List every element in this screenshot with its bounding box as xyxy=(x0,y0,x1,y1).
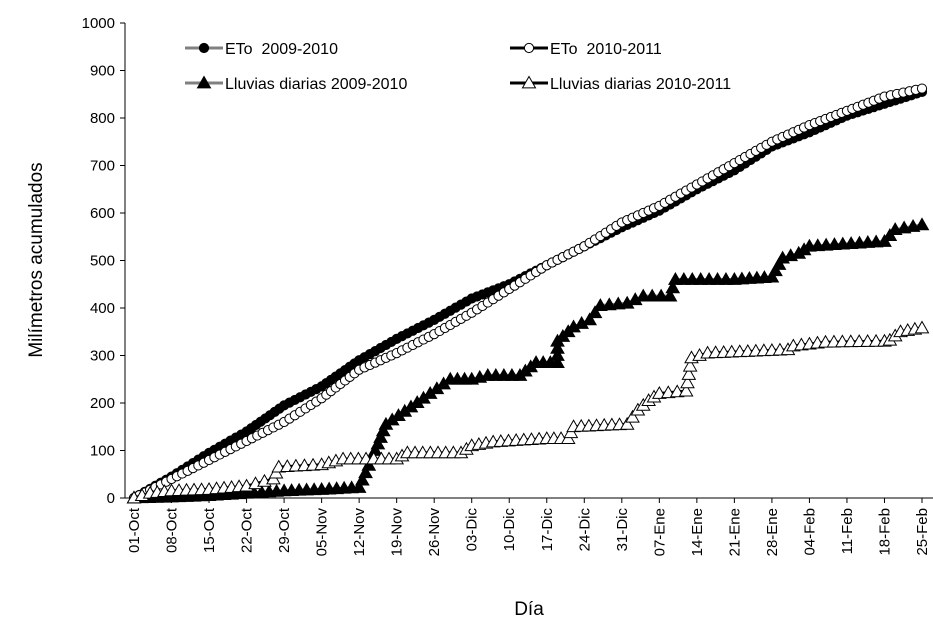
y-tick-label: 800 xyxy=(90,110,115,127)
x-tick-label: 29-Oct xyxy=(276,507,293,553)
data-point xyxy=(680,375,695,389)
data-point xyxy=(916,83,928,94)
data-point xyxy=(644,288,660,302)
y-tick-label: 0 xyxy=(107,490,115,507)
series-3 xyxy=(126,217,930,504)
data-point xyxy=(373,429,388,443)
legend-item: Lluvias diarias 2009-2010 xyxy=(185,75,407,93)
data-point xyxy=(354,472,370,486)
y-tick-label: 900 xyxy=(90,63,115,80)
x-axis-title: Día xyxy=(514,599,544,620)
data-point xyxy=(764,269,780,283)
data-point xyxy=(681,366,697,380)
x-tick-label: 18-Feb xyxy=(876,508,893,556)
y-tick-label: 600 xyxy=(90,205,115,222)
x-tick-label: 08-Oct xyxy=(164,507,181,553)
data-point xyxy=(635,288,651,302)
legend-label: ETo 2009-2010 xyxy=(225,41,338,58)
y-tick-label: 500 xyxy=(90,253,115,270)
data-point xyxy=(358,465,373,479)
legend-label: ETo 2010-2011 xyxy=(550,41,662,58)
data-point xyxy=(351,480,367,493)
x-tick-label: 11-Feb xyxy=(839,508,856,554)
data-point xyxy=(550,355,565,368)
x-tick-label: 10-Dic xyxy=(501,508,518,552)
x-tick-label: 03-Dic xyxy=(464,508,481,552)
legend-marker xyxy=(523,42,535,54)
x-tick-label: 19-Nov xyxy=(389,508,406,557)
series-4 xyxy=(126,320,930,504)
series-layer xyxy=(126,83,930,504)
data-point xyxy=(768,263,783,277)
data-point xyxy=(914,320,930,334)
data-point xyxy=(550,340,565,354)
x-tick-label: 24-Dic xyxy=(576,508,593,552)
x-tick-label: 01-Oct xyxy=(126,507,143,553)
legend-label: Lluvias diarias 2010-2011 xyxy=(550,76,731,93)
data-point xyxy=(550,347,565,361)
x-tick-label: 28-Ene xyxy=(764,508,781,556)
x-tick-label: 25-Feb xyxy=(914,508,931,556)
y-tick-label: 700 xyxy=(90,158,115,175)
series-line xyxy=(133,223,923,500)
x-tick-label: 17-Dic xyxy=(539,508,556,552)
legend: ETo 2009-2010 ETo 2010-2011 Lluvias diaria… xyxy=(185,41,731,93)
data-point xyxy=(771,256,787,270)
legend-marker xyxy=(196,75,212,89)
y-tick-label: 300 xyxy=(90,348,115,365)
x-tick-label: 07-Ene xyxy=(651,508,668,556)
y-tick-label: 400 xyxy=(90,300,115,317)
y-axis-title: Milímetros acumulados xyxy=(26,162,47,357)
y-tick-label: 200 xyxy=(90,395,115,412)
data-point xyxy=(375,423,391,437)
y-ticks: 0 100 200 300 400 500 600 700 800 900 1000 xyxy=(82,15,125,507)
data-point xyxy=(619,416,635,430)
data-point xyxy=(662,288,678,302)
data-point xyxy=(582,312,598,326)
legend-item: Lluvias diarias 2010-2011 xyxy=(510,75,731,93)
legend-item: ETo 2009-2010 xyxy=(185,41,338,58)
x-tick-label: 12-Nov xyxy=(351,508,368,557)
x-tick-label: 26-Nov xyxy=(426,508,443,557)
x-tick-label: 05-Nov xyxy=(314,508,331,557)
data-point xyxy=(653,288,669,302)
legend-label: Lluvias diarias 2009-2010 xyxy=(225,76,407,93)
data-point xyxy=(361,457,377,471)
x-tick-label: 04-Feb xyxy=(801,508,818,556)
series-line xyxy=(133,326,923,500)
data-point xyxy=(682,358,698,372)
data-point xyxy=(587,305,603,319)
data-point xyxy=(370,436,386,450)
x-tick-label: 22-Oct xyxy=(239,507,256,553)
y-tick-label: 100 xyxy=(90,443,115,460)
x-tick-label: 21-Ene xyxy=(726,508,743,556)
series-2 xyxy=(128,83,928,504)
x-tick-label: 15-Oct xyxy=(201,507,218,553)
x-tick-label: 14-Ene xyxy=(689,508,706,556)
y-tick-label: 1000 xyxy=(82,15,115,32)
data-point xyxy=(665,280,681,294)
legend-marker xyxy=(198,42,210,54)
x-ticks: 01-Oct 08-Oct 15-Oct 22-Oct 29-Oct 05-Nov 12-N… xyxy=(126,498,931,556)
legend-item: ETo 2010-2011 xyxy=(510,41,662,58)
data-point xyxy=(914,217,930,231)
data-point xyxy=(678,383,694,397)
x-tick-label: 31-Dic xyxy=(614,508,631,552)
legend-marker xyxy=(521,75,537,89)
data-point xyxy=(625,409,640,423)
